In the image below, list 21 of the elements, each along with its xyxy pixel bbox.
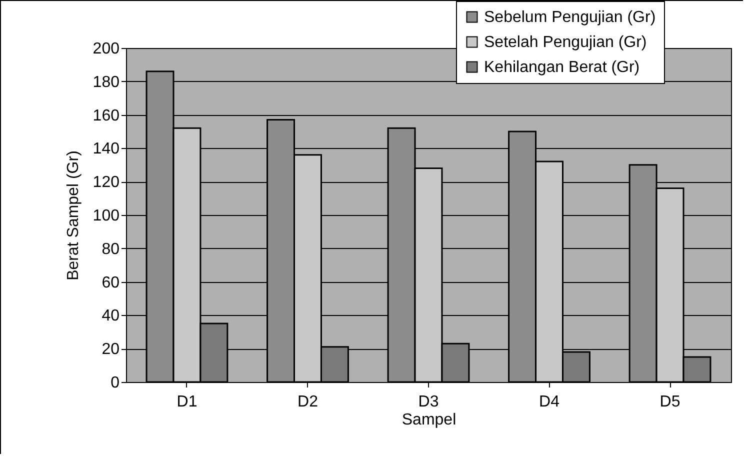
x-tick-label: D1 [176,394,198,410]
x-tick-label: D2 [298,394,318,410]
y-tick-label: 160 [92,107,120,124]
x-tick-label: D3 [418,394,439,410]
legend-label: Sebelum Pengujian (Gr) [484,9,656,26]
y-axis-title: Berat Sampel (Gr) [64,150,82,280]
y-tick-label: 80 [102,240,120,258]
y-tick-label: 200 [92,40,120,58]
y-tick-label: 40 [102,308,120,325]
x-tick-label: D4 [539,394,560,410]
x-tick-label: D5 [660,394,680,410]
legend-label: Setelah Pengujian (Gr) [484,34,647,51]
y-tick-label: 100 [92,208,120,224]
y-tick-label: 60 [102,274,120,292]
y-tick-label: 0 [110,374,120,392]
y-tick-label: 140 [92,140,120,158]
y-tick-label: 120 [92,174,120,192]
legend-label: Kehilangan Berat (Gr) [484,59,640,76]
y-tick-label: 20 [102,341,120,358]
y-tick-label: 180 [92,74,120,91]
x-axis-title: Sampel [402,412,456,428]
